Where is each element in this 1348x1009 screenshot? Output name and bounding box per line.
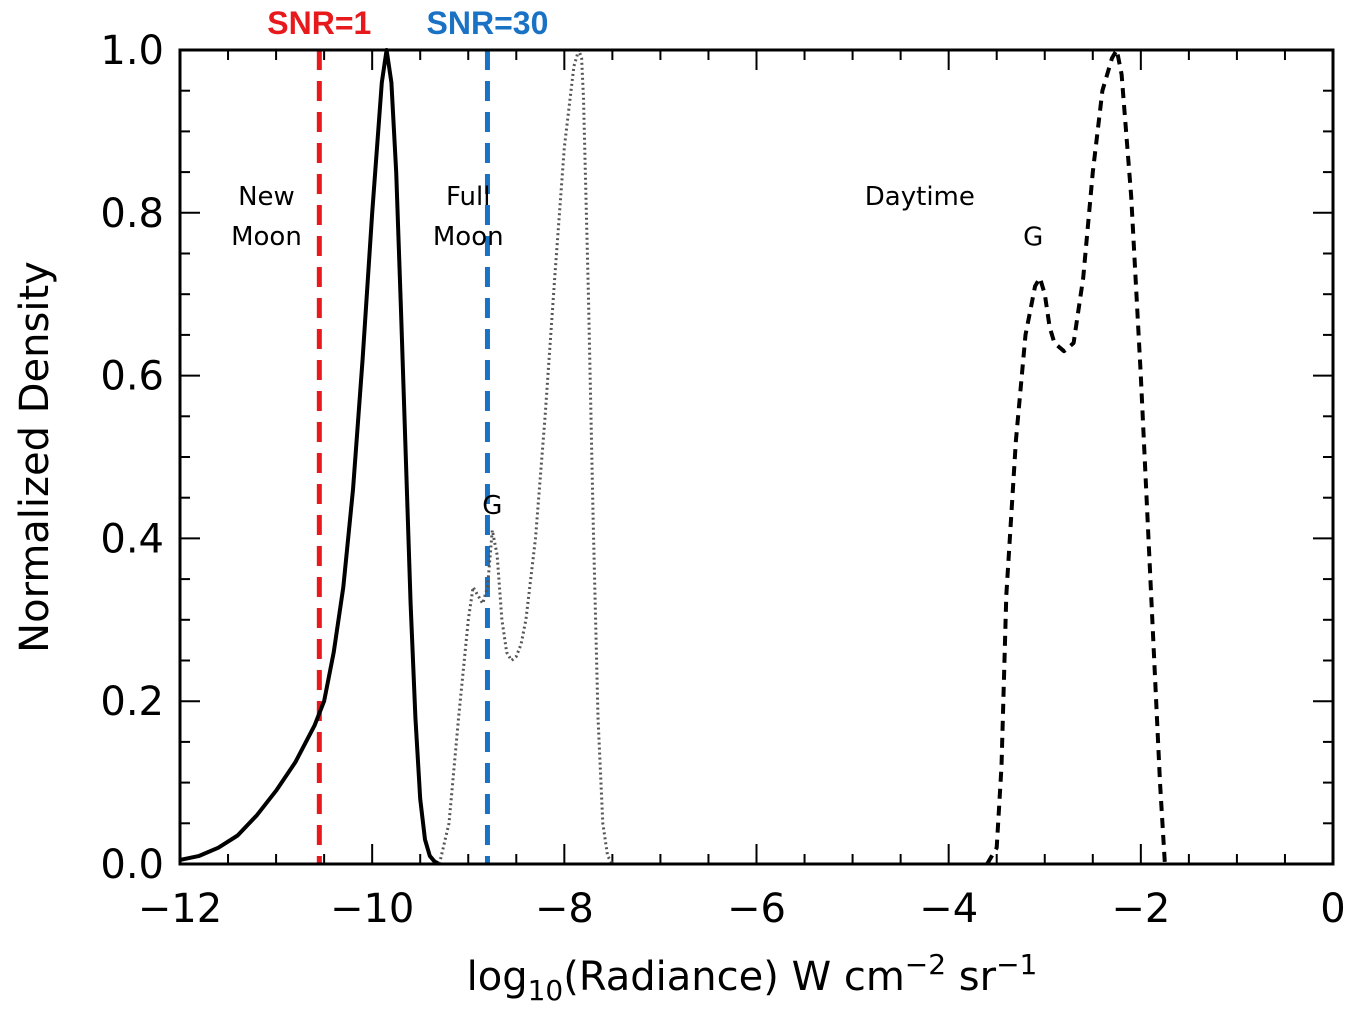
annotation-line: Moon	[231, 222, 302, 252]
x-axis-title-sup2: −1	[996, 948, 1037, 981]
x-tick-label: −6	[727, 886, 786, 932]
curve-annotation: Full Moon	[433, 182, 504, 252]
x-axis-title-sup1: −2	[905, 948, 946, 981]
curve-annotation: Daytime	[865, 182, 975, 212]
annotation-line: G	[1023, 223, 1043, 253]
annotations: SNR=1 SNR=30 New Moon Full Moon Daytime G G	[231, 5, 1043, 521]
x-axis-title-sep: sr	[946, 954, 997, 1000]
annotation-line: Daytime	[865, 182, 975, 212]
series-dashed-line	[985, 48, 1167, 866]
x-axis-title: log10(Radiance) W cm−2 sr−1	[467, 948, 1038, 1007]
x-axis-title-sub: 10	[528, 974, 564, 1007]
annotation-line: New	[238, 182, 295, 212]
curve-annotation: New Moon	[231, 182, 302, 252]
series-dotted-line	[437, 48, 614, 865]
y-tick-label: 0.0	[100, 842, 164, 888]
tick-labels: −12 −10 −8 −6 −4 −2 0 0.0 0.2 0.4 0.6 0.8 1.0	[100, 28, 1345, 932]
density-series	[179, 48, 1167, 866]
x-tick-label: −12	[138, 886, 222, 932]
snr-threshold-lines	[316, 50, 490, 864]
curve-annotation: G	[482, 491, 502, 521]
snr-label: SNR=30	[427, 5, 549, 41]
annotation-line: Full	[446, 182, 490, 212]
x-tick-label: −8	[535, 886, 594, 932]
plot-frame	[178, 48, 1335, 866]
annotation-line: G	[482, 491, 502, 521]
x-tick-label: −2	[1111, 886, 1170, 932]
x-tick-label: 0	[1320, 886, 1345, 932]
y-tick-label: 0.4	[100, 516, 164, 562]
y-tick-label: 0.2	[100, 679, 164, 725]
series-solid-line	[179, 48, 441, 866]
x-axis-title-pre: log	[467, 954, 528, 1000]
x-axis-title-mid: (Radiance) W cm	[563, 954, 905, 1000]
y-axis-title: Normalized Density	[12, 261, 58, 653]
y-tick-label: 0.6	[100, 354, 164, 400]
x-tick-label: −4	[919, 886, 978, 932]
snr-label: SNR=1	[267, 5, 371, 41]
y-tick-label: 0.8	[100, 191, 164, 237]
annotation-line: Moon	[433, 222, 504, 252]
tick-marks	[179, 49, 1334, 865]
curve-annotation: G	[1023, 223, 1043, 253]
y-tick-label: 1.0	[100, 28, 164, 74]
x-tick-label: −10	[330, 886, 414, 932]
